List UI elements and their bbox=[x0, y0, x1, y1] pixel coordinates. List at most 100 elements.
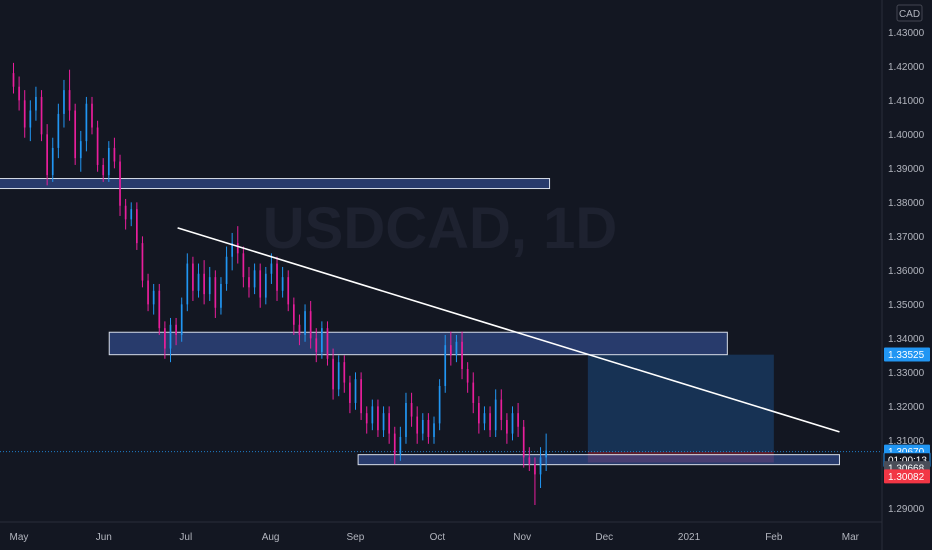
candle-body bbox=[119, 161, 121, 206]
candle bbox=[399, 426, 402, 461]
candle bbox=[326, 321, 329, 366]
candle bbox=[46, 124, 48, 186]
candle-body bbox=[259, 270, 262, 298]
candle bbox=[449, 331, 452, 366]
candle bbox=[433, 416, 435, 444]
candle bbox=[388, 406, 391, 444]
candle-body bbox=[416, 416, 419, 434]
candle-body bbox=[23, 100, 26, 128]
currency-button[interactable]: CAD bbox=[896, 4, 923, 22]
candle-body bbox=[399, 436, 402, 454]
stop-price-tag-text: 1.30082 bbox=[888, 472, 925, 483]
candle-body bbox=[29, 110, 32, 128]
price-axis[interactable]: 1.43000 1.42000 1.41000 1.40000 1.39000 1.380… bbox=[888, 28, 925, 515]
candle-body bbox=[377, 406, 379, 431]
candle bbox=[259, 263, 262, 308]
candle bbox=[85, 96, 88, 152]
candle-body bbox=[46, 134, 48, 176]
candle-body bbox=[326, 328, 329, 359]
candle bbox=[225, 246, 228, 291]
candle bbox=[63, 79, 65, 128]
candle-body bbox=[321, 328, 323, 352]
candle bbox=[96, 120, 99, 172]
candle bbox=[102, 158, 105, 182]
candle bbox=[12, 62, 15, 94]
candle bbox=[169, 317, 172, 363]
candle-body bbox=[68, 90, 71, 111]
candle-body bbox=[186, 263, 189, 305]
candle bbox=[461, 331, 463, 380]
candle bbox=[35, 86, 37, 121]
candle-body bbox=[264, 273, 267, 298]
candle-body bbox=[35, 96, 37, 111]
candle-body bbox=[96, 127, 99, 165]
candle bbox=[270, 253, 273, 284]
candle-body bbox=[500, 399, 503, 420]
y-tick-label: 1.37000 bbox=[888, 232, 925, 243]
candle-body bbox=[433, 423, 435, 437]
descending-trendline[interactable] bbox=[177, 227, 840, 433]
target-area[interactable] bbox=[587, 354, 774, 452]
candle-body bbox=[135, 209, 138, 244]
y-tick-label: 1.32000 bbox=[888, 402, 925, 413]
candle-body bbox=[343, 362, 346, 383]
candle-body bbox=[309, 311, 312, 339]
candle bbox=[298, 314, 301, 346]
candle-body bbox=[534, 464, 536, 475]
candle-series bbox=[12, 62, 547, 505]
x-tick-label: Jun bbox=[96, 532, 112, 543]
candle-body bbox=[276, 263, 278, 291]
candle-body bbox=[298, 324, 301, 335]
candle-body bbox=[349, 382, 351, 403]
candle bbox=[74, 103, 77, 165]
candle bbox=[192, 256, 194, 301]
candle-body bbox=[175, 324, 177, 335]
candle bbox=[281, 266, 284, 298]
currency-label: CAD bbox=[899, 9, 920, 20]
candle-body bbox=[248, 277, 250, 288]
y-tick-label: 1.41000 bbox=[888, 96, 925, 107]
x-tick-label: Mar bbox=[842, 532, 860, 543]
candle bbox=[427, 413, 430, 444]
y-tick-label: 1.36000 bbox=[888, 266, 925, 277]
candle-body bbox=[522, 426, 525, 458]
resistance-zone-middle[interactable] bbox=[108, 331, 728, 356]
candle bbox=[539, 447, 542, 488]
candle bbox=[309, 300, 312, 349]
candle-body bbox=[130, 209, 133, 220]
candle-body bbox=[506, 419, 508, 434]
candle bbox=[158, 283, 161, 335]
time-axis[interactable]: May Jun Jul Aug Sep Oct Nov Dec 2021 Feb Mar bbox=[10, 532, 860, 543]
trendline[interactable] bbox=[177, 227, 840, 433]
candle bbox=[337, 355, 340, 397]
candle bbox=[197, 263, 200, 298]
candle bbox=[236, 226, 239, 264]
candle-body bbox=[472, 382, 475, 403]
countdown-tag-text: 01:00:13 bbox=[888, 455, 927, 466]
candle bbox=[276, 256, 278, 301]
candle-body bbox=[281, 277, 284, 291]
candle bbox=[147, 273, 149, 312]
candle bbox=[186, 253, 189, 312]
resistance-zone-upper[interactable] bbox=[0, 178, 551, 190]
candle bbox=[522, 419, 525, 468]
candle bbox=[242, 246, 245, 288]
support-zone-lower[interactable] bbox=[357, 454, 840, 466]
candle bbox=[349, 375, 351, 414]
candle bbox=[68, 69, 71, 121]
candle-body bbox=[79, 141, 82, 159]
candle bbox=[393, 426, 396, 465]
candle-body bbox=[421, 419, 424, 434]
x-tick-label: Nov bbox=[513, 532, 531, 543]
candle bbox=[175, 317, 177, 346]
candle-body bbox=[214, 277, 217, 308]
candle-body bbox=[489, 413, 491, 431]
support-resistance-zones[interactable] bbox=[0, 178, 840, 466]
candle-body bbox=[405, 402, 407, 437]
candle-body bbox=[192, 263, 194, 291]
x-tick-label: Feb bbox=[765, 532, 783, 543]
candle-body bbox=[539, 457, 542, 475]
